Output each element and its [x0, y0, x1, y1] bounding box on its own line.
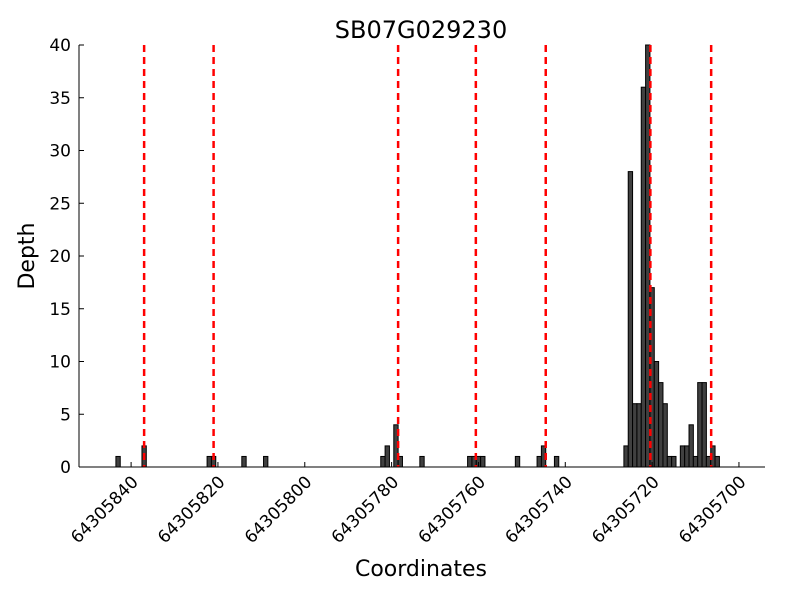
bar	[627, 171, 634, 468]
bar	[688, 424, 694, 468]
y-tick-label: 0	[60, 458, 71, 478]
x-tick-label: 64305720	[588, 472, 663, 547]
x-tick-label: 64305800	[241, 472, 316, 547]
bar	[623, 445, 629, 468]
bar	[653, 361, 660, 468]
y-tick-label: 40	[49, 36, 71, 56]
x-tick-label: 64305780	[328, 472, 403, 547]
bar	[697, 382, 703, 468]
bar	[714, 455, 720, 468]
bar	[662, 403, 668, 468]
bar	[692, 455, 699, 468]
bar	[514, 455, 521, 468]
bar	[384, 445, 390, 468]
bar	[658, 382, 664, 468]
chart-title: SB07G029230	[335, 16, 507, 44]
bar	[380, 455, 386, 468]
x-axis-title: Coordinates	[355, 557, 487, 582]
y-tick-label: 15	[49, 300, 71, 320]
bar	[263, 455, 269, 468]
bar	[419, 455, 425, 468]
bar	[684, 445, 690, 468]
bar	[480, 455, 486, 468]
bar	[206, 455, 212, 468]
y-tick-label: 5	[60, 405, 71, 425]
y-tick-label: 10	[49, 353, 71, 373]
bar	[701, 382, 707, 468]
y-tick-label: 20	[49, 247, 71, 267]
y-tick-label: 30	[49, 142, 71, 162]
x-tick-label: 64305700	[675, 472, 750, 547]
bar	[636, 403, 642, 468]
bar	[241, 455, 247, 468]
bar	[536, 455, 542, 468]
y-axis-title: Depth	[15, 222, 40, 289]
bar	[679, 445, 686, 468]
bar	[115, 455, 121, 468]
bar	[640, 86, 647, 468]
x-tick-label: 64305760	[415, 472, 490, 547]
x-tick-label: 64305840	[67, 472, 142, 547]
bar	[632, 403, 638, 468]
x-tick-label: 64305740	[501, 472, 576, 547]
x-tick-label: 64305820	[154, 472, 229, 547]
bar	[553, 455, 560, 468]
bar	[467, 455, 473, 468]
bar	[666, 455, 673, 468]
y-tick-label: 35	[49, 89, 71, 109]
bar	[671, 455, 677, 468]
y-tick-label: 25	[49, 194, 71, 214]
